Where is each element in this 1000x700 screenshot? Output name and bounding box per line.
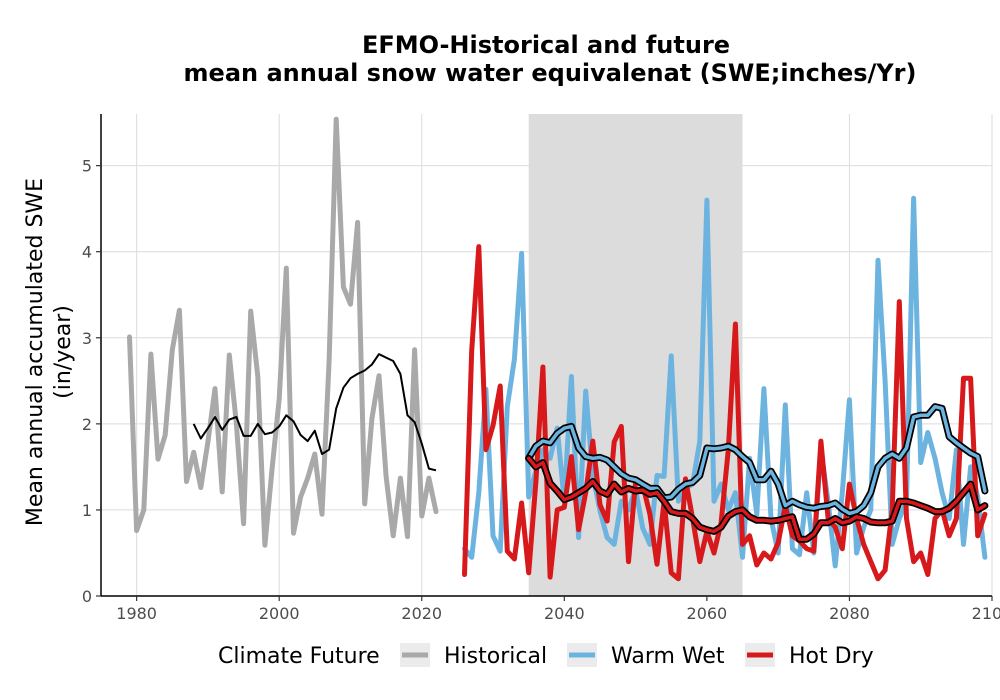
y-tick-label-5: 5: [82, 157, 92, 176]
legend-label-warm-wet: Warm Wet: [611, 644, 725, 669]
x-tick-label-2080: 2080: [829, 604, 870, 623]
series-line-historical: [127, 116, 439, 548]
y-axis-title-line2: (in/year): [51, 305, 76, 399]
y-tick-label-3: 3: [82, 329, 92, 348]
x-tick-label-1980: 1980: [116, 604, 157, 623]
x-tick-label-2000: 2000: [259, 604, 300, 623]
y-tick-label-1: 1: [82, 501, 92, 520]
x-tick-label-2040: 2040: [544, 604, 585, 623]
chart-title-line1: EFMO-Historical and future: [362, 31, 730, 59]
series: [127, 116, 989, 582]
y-tick-label-4: 4: [82, 243, 92, 262]
y-tick-label-0: 0: [82, 587, 92, 606]
chart-title-line2: mean annual snow water equivalenat (SWE;…: [184, 59, 917, 87]
legend: Climate Future Historical Warm Wet Hot D…: [218, 643, 874, 669]
smooth-line-historical-smooth: [192, 353, 437, 472]
smooth-line-hot-dry-smooth: [526, 456, 987, 541]
x-tick-label-2020: 2020: [401, 604, 442, 623]
y-tick-label-2: 2: [82, 415, 92, 434]
axes: [100, 114, 992, 597]
series-line-hot-dry: [462, 244, 988, 582]
x-tick-label-2060: 2060: [687, 604, 728, 623]
legend-label-hot-dry: Hot Dry: [789, 644, 874, 669]
smooth-line-warm-wet-smooth: [526, 404, 987, 516]
legend-label-historical: Historical: [444, 644, 547, 669]
y-axis-title-line1: Mean annual accumulated SWE: [23, 178, 48, 526]
legend-title: Climate Future: [218, 644, 380, 669]
future-period-shade: [528, 114, 743, 596]
